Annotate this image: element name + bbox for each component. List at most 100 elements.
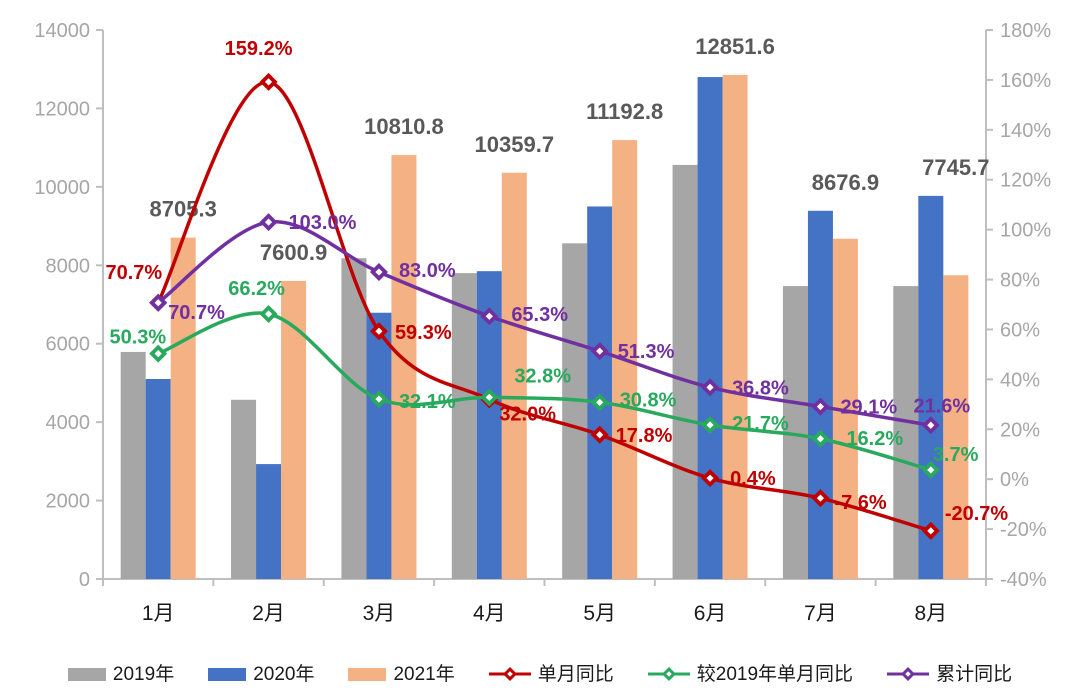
- point-value-label: 30.8%: [620, 389, 677, 411]
- point-value-label: 21.6%: [913, 395, 970, 417]
- legend-item-3: 单月同比: [488, 665, 614, 684]
- point-value-label: -20.7%: [945, 503, 1009, 525]
- point-value-label: 103.0%: [289, 212, 357, 234]
- point-value-label: 32.0%: [499, 403, 556, 425]
- diamond-marker-center: [375, 395, 383, 403]
- legend-bar-swatch: [208, 667, 247, 681]
- diamond-marker-center: [706, 421, 714, 429]
- category-label: 8月: [914, 602, 947, 625]
- diamond-marker-center: [706, 474, 714, 482]
- right-axis-tick-label: -40%: [1000, 569, 1047, 591]
- legend-item-5: 累计同比: [887, 665, 1012, 684]
- bar-value-label: 8705.3: [150, 197, 217, 222]
- legend-label: 累计同比: [936, 663, 1013, 685]
- bar: [918, 195, 944, 579]
- diamond-marker-center: [927, 527, 935, 535]
- category-label: 5月: [583, 602, 616, 625]
- bar: [170, 237, 196, 580]
- right-axis-tick-label: 80%: [1000, 270, 1040, 292]
- point-value-label: 65.3%: [511, 304, 568, 326]
- left-axis-tick-label: 2000: [46, 491, 91, 513]
- category-label: 1月: [142, 602, 175, 625]
- point-value-label: 21.7%: [732, 413, 789, 435]
- right-axis-tick-label: 180%: [1000, 20, 1051, 42]
- category-label: 2月: [252, 602, 285, 625]
- right-axis-tick-label: -20%: [1000, 519, 1047, 541]
- legend-label: 2020年: [253, 663, 315, 685]
- bar-value-label: 7600.9: [260, 240, 327, 265]
- bar-series-2021年: [170, 75, 969, 580]
- right-axis-tick-label: 120%: [1000, 170, 1051, 192]
- bar: [722, 75, 748, 579]
- left-axis-tick-label: 14000: [34, 20, 90, 42]
- right-axis-tick-label: 160%: [1000, 70, 1051, 92]
- diamond-marker-center: [927, 421, 935, 429]
- bar-value-label: 10359.7: [475, 132, 555, 157]
- bar-value-label: 11192.8: [586, 99, 663, 124]
- point-value-label: 32.8%: [514, 365, 571, 387]
- diamond-marker-center: [816, 494, 825, 502]
- diamond-marker-center: [816, 402, 825, 411]
- bar-series-2019年: [120, 164, 919, 579]
- diamond-marker-center: [375, 327, 383, 335]
- right-axis-tick-label: 140%: [1000, 120, 1051, 142]
- diamond-marker-center: [596, 398, 604, 406]
- bar: [145, 379, 171, 579]
- category-label: 7月: [804, 602, 837, 625]
- point-value-label: 32.1%: [399, 391, 456, 413]
- right-axis-tick-label: 100%: [1000, 220, 1051, 242]
- diamond-marker-center: [154, 299, 162, 307]
- point-value-label: 16.2%: [846, 428, 903, 450]
- legend-item-0: 2019年: [67, 663, 175, 685]
- right-axis-tick-label: 20%: [1000, 419, 1040, 441]
- line-series-较2019年单月同比: [149, 304, 940, 479]
- diamond-marker-center: [154, 350, 162, 358]
- left-axis-tick-label: 10000: [34, 177, 90, 199]
- diamond-marker-center: [264, 310, 273, 318]
- point-value-label: 36.8%: [732, 377, 789, 399]
- legend-item-2: 2021年: [348, 665, 455, 684]
- left-axis-tick-label: 8000: [46, 255, 91, 277]
- bar: [281, 280, 307, 579]
- category-label: 3月: [363, 602, 396, 625]
- bar-value-label: 8676.9: [812, 170, 879, 195]
- point-value-label: 0.4%: [730, 468, 776, 490]
- point-value-label: 70.7%: [105, 262, 162, 284]
- point-value-label: 66.2%: [228, 278, 285, 300]
- right-axis-tick-label: 40%: [1000, 369, 1040, 391]
- diamond-marker-center: [816, 435, 825, 443]
- point-value-label: 3.7%: [933, 444, 979, 466]
- legend-line-swatch: [887, 667, 930, 681]
- left-axis-tick-label: 4000: [46, 412, 91, 434]
- bar: [893, 286, 919, 579]
- legend-item-1: 2020年: [208, 665, 314, 684]
- bar: [501, 172, 527, 579]
- legend-label: 较2019年单月同比: [696, 663, 854, 685]
- diamond-marker-center: [596, 347, 604, 355]
- point-value-label: 51.3%: [618, 341, 675, 363]
- bar: [943, 275, 969, 579]
- bar: [120, 351, 146, 579]
- category-label: 6月: [694, 602, 727, 625]
- bar: [807, 210, 833, 579]
- bar: [256, 464, 282, 579]
- point-value-label: 29.1%: [840, 397, 897, 419]
- point-value-label: 159.2%: [225, 38, 293, 60]
- chart-legend: 2019年 2020年 2021年 单月同比 较2019年单月同比 累计同比: [0, 648, 1080, 700]
- right-axis-tick-label: 60%: [1000, 319, 1040, 341]
- bar: [341, 258, 367, 579]
- left-axis-tick-label: 0: [79, 569, 90, 591]
- legend-label: 2019年: [112, 663, 175, 685]
- bar: [672, 164, 698, 579]
- bar-value-label: 10810.8: [364, 114, 444, 139]
- point-value-label: 70.7%: [168, 302, 225, 324]
- point-value-label: 17.8%: [616, 425, 673, 447]
- bar: [697, 77, 723, 580]
- point-value-label: 50.3%: [109, 327, 166, 349]
- diamond-marker-center: [485, 393, 493, 401]
- legend-line-swatch: [647, 667, 690, 681]
- bar-value-label: 7745.7: [922, 155, 989, 180]
- bar: [231, 399, 257, 579]
- diamond-marker-center: [706, 383, 714, 391]
